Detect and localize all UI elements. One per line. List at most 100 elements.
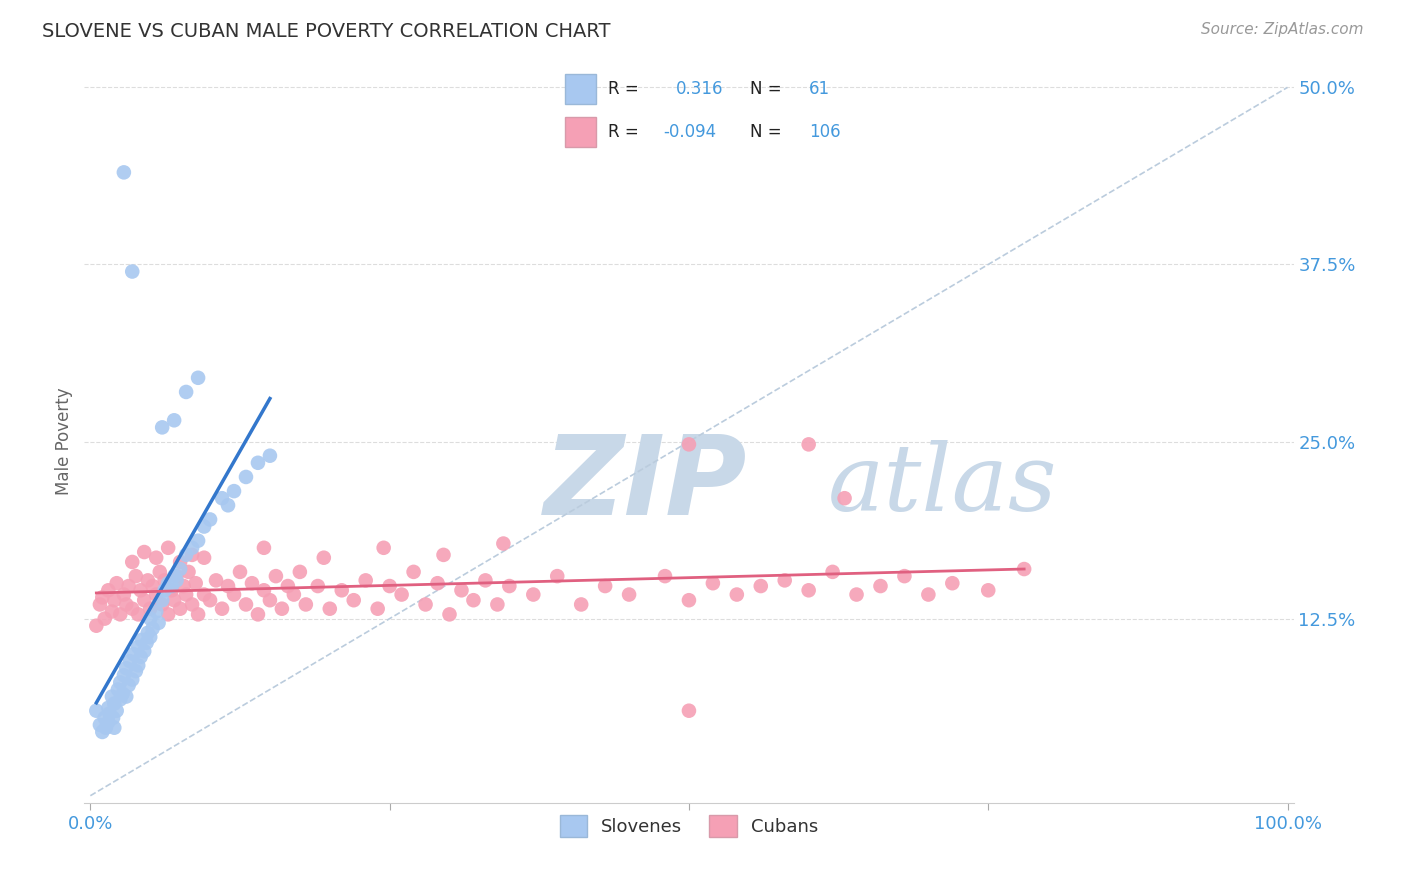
Point (125, 664, 148, 678)
Point (222, 588, 245, 602)
Point (150, 420, 173, 434)
Point (330, 583, 353, 598)
Point (150, 593, 173, 607)
Y-axis label: Male Poverty: Male Poverty (55, 388, 73, 495)
Point (569, 598, 592, 612)
Point (367, 601, 389, 615)
Text: atlas: atlas (828, 440, 1057, 530)
Point (163, 413, 186, 427)
Point (157, 541, 180, 555)
Point (593, 579, 616, 593)
Point (312, 550, 335, 565)
Point (253, 583, 276, 598)
Point (415, 598, 437, 612)
Point (148, 615, 170, 630)
Point (173, 579, 195, 593)
Point (121, 673, 143, 687)
Point (153, 574, 176, 588)
Point (174, 384, 197, 399)
Point (149, 565, 172, 579)
Bar (565, 74, 596, 104)
Text: 61: 61 (808, 80, 830, 98)
Point (264, 569, 287, 583)
Point (211, 491, 233, 506)
Point (93, 711, 115, 725)
Point (288, 565, 311, 579)
Point (259, 449, 281, 463)
Point (142, 622, 165, 636)
Point (97, 714, 120, 729)
Bar (565, 117, 596, 147)
Text: 0.316: 0.316 (676, 80, 724, 98)
Point (110, 607, 132, 622)
Point (184, 576, 207, 591)
Point (169, 562, 191, 576)
Text: R =: R = (607, 123, 638, 141)
Point (110, 692, 132, 706)
Point (893, 569, 915, 583)
Point (163, 569, 186, 583)
Point (941, 576, 963, 591)
Text: R =: R = (607, 80, 638, 98)
Point (131, 632, 153, 647)
Point (187, 371, 209, 385)
Point (134, 593, 156, 607)
Point (163, 593, 186, 607)
Point (115, 661, 138, 675)
Point (101, 690, 124, 704)
Point (94, 721, 117, 735)
Point (112, 668, 135, 682)
Point (169, 555, 191, 569)
Point (678, 704, 700, 718)
Point (122, 647, 145, 661)
Point (101, 605, 124, 619)
Point (118, 579, 141, 593)
Point (127, 607, 149, 622)
Point (246, 456, 269, 470)
Point (373, 541, 395, 555)
Point (121, 555, 143, 569)
Point (343, 593, 366, 607)
Point (391, 588, 413, 602)
Point (91, 725, 114, 739)
Point (1012, 562, 1035, 576)
Text: N =: N = (751, 80, 782, 98)
Point (157, 576, 180, 591)
Point (129, 649, 152, 664)
Point (917, 588, 939, 602)
Point (103, 593, 125, 607)
Point (198, 512, 221, 526)
Point (89, 598, 111, 612)
Point (142, 579, 165, 593)
Point (134, 545, 156, 559)
Point (125, 569, 148, 583)
Point (463, 593, 485, 607)
Point (498, 579, 520, 593)
Text: N =: N = (751, 123, 782, 141)
Point (93, 612, 115, 626)
Point (546, 569, 568, 583)
Point (127, 640, 149, 654)
Point (129, 583, 152, 598)
Point (307, 579, 329, 593)
Point (166, 569, 188, 583)
Point (702, 576, 724, 591)
Point (107, 682, 129, 697)
Point (821, 565, 844, 579)
Point (157, 607, 180, 622)
Point (139, 601, 162, 615)
Point (211, 601, 233, 615)
Point (486, 598, 509, 612)
Point (139, 612, 162, 626)
Text: Source: ZipAtlas.com: Source: ZipAtlas.com (1201, 22, 1364, 37)
Point (492, 536, 515, 550)
Point (773, 574, 796, 588)
Point (246, 607, 269, 622)
Point (205, 574, 228, 588)
Point (181, 598, 204, 612)
Point (474, 574, 496, 588)
Text: SLOVENE VS CUBAN MALE POVERTY CORRELATION CHART: SLOVENE VS CUBAN MALE POVERTY CORRELATIO… (42, 22, 610, 41)
Point (153, 583, 176, 598)
Point (97, 701, 120, 715)
Legend: Slovenes, Cubans: Slovenes, Cubans (553, 808, 825, 845)
